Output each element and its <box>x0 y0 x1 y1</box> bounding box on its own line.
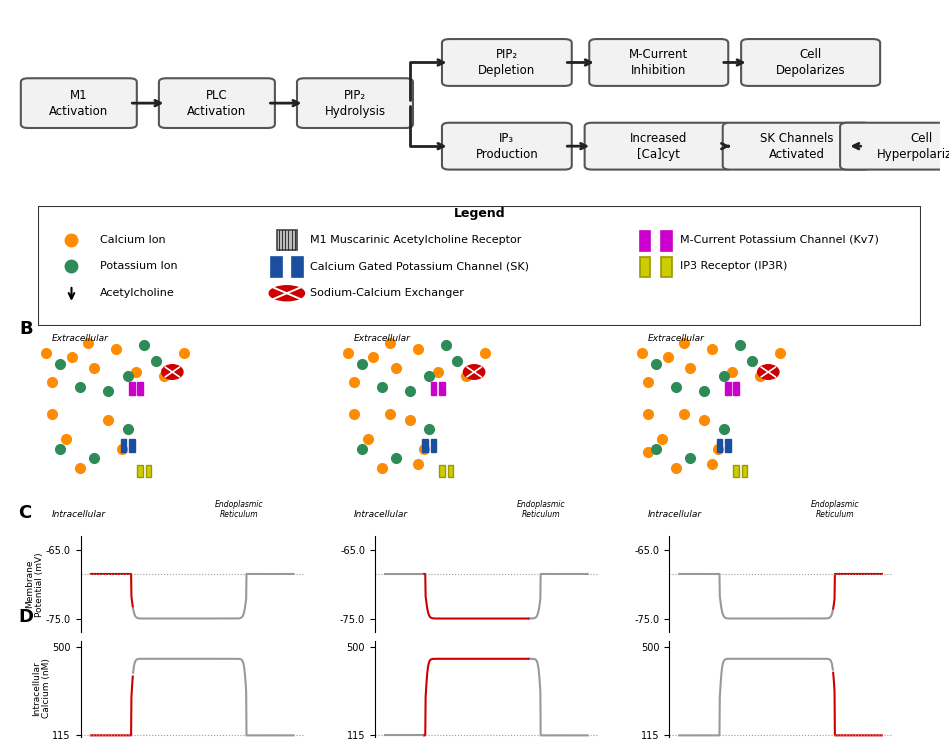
FancyBboxPatch shape <box>442 123 571 170</box>
Text: PIP₂
Hydrolysis: PIP₂ Hydrolysis <box>325 88 385 118</box>
Text: M1 Muscarinic Acetylcholine Receptor: M1 Muscarinic Acetylcholine Receptor <box>309 235 521 245</box>
FancyBboxPatch shape <box>21 78 137 128</box>
Text: Increased
[Ca]cyt: Increased [Ca]cyt <box>630 132 687 160</box>
Text: M-Current
Inhibition: M-Current Inhibition <box>629 48 688 77</box>
FancyBboxPatch shape <box>431 439 437 452</box>
FancyBboxPatch shape <box>640 231 650 251</box>
FancyBboxPatch shape <box>640 257 650 277</box>
Text: Extracellular: Extracellular <box>52 334 109 344</box>
FancyBboxPatch shape <box>716 439 722 452</box>
FancyBboxPatch shape <box>431 382 437 395</box>
FancyBboxPatch shape <box>277 230 296 251</box>
Text: Endoplasmic
Reticulum: Endoplasmic Reticulum <box>215 500 264 519</box>
FancyBboxPatch shape <box>138 465 143 477</box>
FancyBboxPatch shape <box>442 39 571 86</box>
Text: Legend: Legend <box>454 207 505 220</box>
Polygon shape <box>572 299 796 463</box>
Y-axis label: Intracellular
Calcium (nM): Intracellular Calcium (nM) <box>31 658 51 718</box>
FancyBboxPatch shape <box>661 231 672 251</box>
Text: Calcium Ion: Calcium Ion <box>100 235 165 245</box>
Text: SK Channels
Activated: SK Channels Activated <box>760 132 833 160</box>
Circle shape <box>161 364 183 380</box>
Polygon shape <box>866 299 949 463</box>
Text: Endoplasmic
Reticulum: Endoplasmic Reticulum <box>811 500 860 519</box>
FancyBboxPatch shape <box>297 78 413 128</box>
FancyBboxPatch shape <box>725 439 731 452</box>
FancyBboxPatch shape <box>138 382 143 395</box>
Text: M-Current Potassium Channel (Kv7): M-Current Potassium Channel (Kv7) <box>680 235 880 245</box>
Text: Potassium Ion: Potassium Ion <box>100 261 177 272</box>
Text: Intracellular: Intracellular <box>354 510 408 519</box>
FancyBboxPatch shape <box>271 257 282 277</box>
Text: Cell
Hyperpolarizes: Cell Hyperpolarizes <box>877 132 949 160</box>
FancyBboxPatch shape <box>448 465 453 477</box>
FancyBboxPatch shape <box>129 382 135 395</box>
FancyBboxPatch shape <box>589 39 728 86</box>
Text: Endoplasmic
Reticulum: Endoplasmic Reticulum <box>517 500 566 519</box>
FancyBboxPatch shape <box>158 78 275 128</box>
Text: M1
Activation: M1 Activation <box>49 88 108 118</box>
FancyBboxPatch shape <box>723 123 871 170</box>
Text: B: B <box>19 320 32 338</box>
FancyBboxPatch shape <box>146 465 151 477</box>
Text: IP3 Receptor (IP3R): IP3 Receptor (IP3R) <box>680 261 788 272</box>
Text: Intracellular: Intracellular <box>52 510 106 519</box>
Text: Extracellular: Extracellular <box>354 334 411 344</box>
FancyBboxPatch shape <box>725 382 731 395</box>
FancyBboxPatch shape <box>439 382 445 395</box>
Text: Acetylcholine: Acetylcholine <box>100 288 175 298</box>
FancyBboxPatch shape <box>585 123 733 170</box>
Text: Cell
Depolarizes: Cell Depolarizes <box>776 48 846 77</box>
FancyBboxPatch shape <box>742 465 747 477</box>
Text: Calcium Gated Potassium Channel (SK): Calcium Gated Potassium Channel (SK) <box>309 261 529 272</box>
Text: IP₃
Production: IP₃ Production <box>475 132 538 160</box>
Text: PIP₂
Depletion: PIP₂ Depletion <box>478 48 535 77</box>
FancyBboxPatch shape <box>661 257 672 277</box>
Text: PLC
Activation: PLC Activation <box>187 88 247 118</box>
Circle shape <box>270 286 305 301</box>
Text: Extracellular: Extracellular <box>648 334 705 344</box>
FancyBboxPatch shape <box>38 206 921 326</box>
Text: Intracellular: Intracellular <box>648 510 702 519</box>
Y-axis label: Membrane
Potential (mV): Membrane Potential (mV) <box>25 552 45 616</box>
FancyBboxPatch shape <box>840 123 949 170</box>
FancyBboxPatch shape <box>734 382 739 395</box>
Polygon shape <box>270 299 494 463</box>
FancyBboxPatch shape <box>741 39 880 86</box>
Circle shape <box>463 364 485 380</box>
FancyBboxPatch shape <box>422 439 428 452</box>
Text: D: D <box>18 608 33 626</box>
FancyBboxPatch shape <box>439 465 445 477</box>
Text: Sodium-Calcium Exchanger: Sodium-Calcium Exchanger <box>309 288 464 298</box>
FancyBboxPatch shape <box>734 465 739 477</box>
FancyBboxPatch shape <box>292 257 303 277</box>
FancyBboxPatch shape <box>129 439 135 452</box>
Text: C: C <box>18 504 31 522</box>
Circle shape <box>757 364 779 380</box>
FancyBboxPatch shape <box>121 439 126 452</box>
